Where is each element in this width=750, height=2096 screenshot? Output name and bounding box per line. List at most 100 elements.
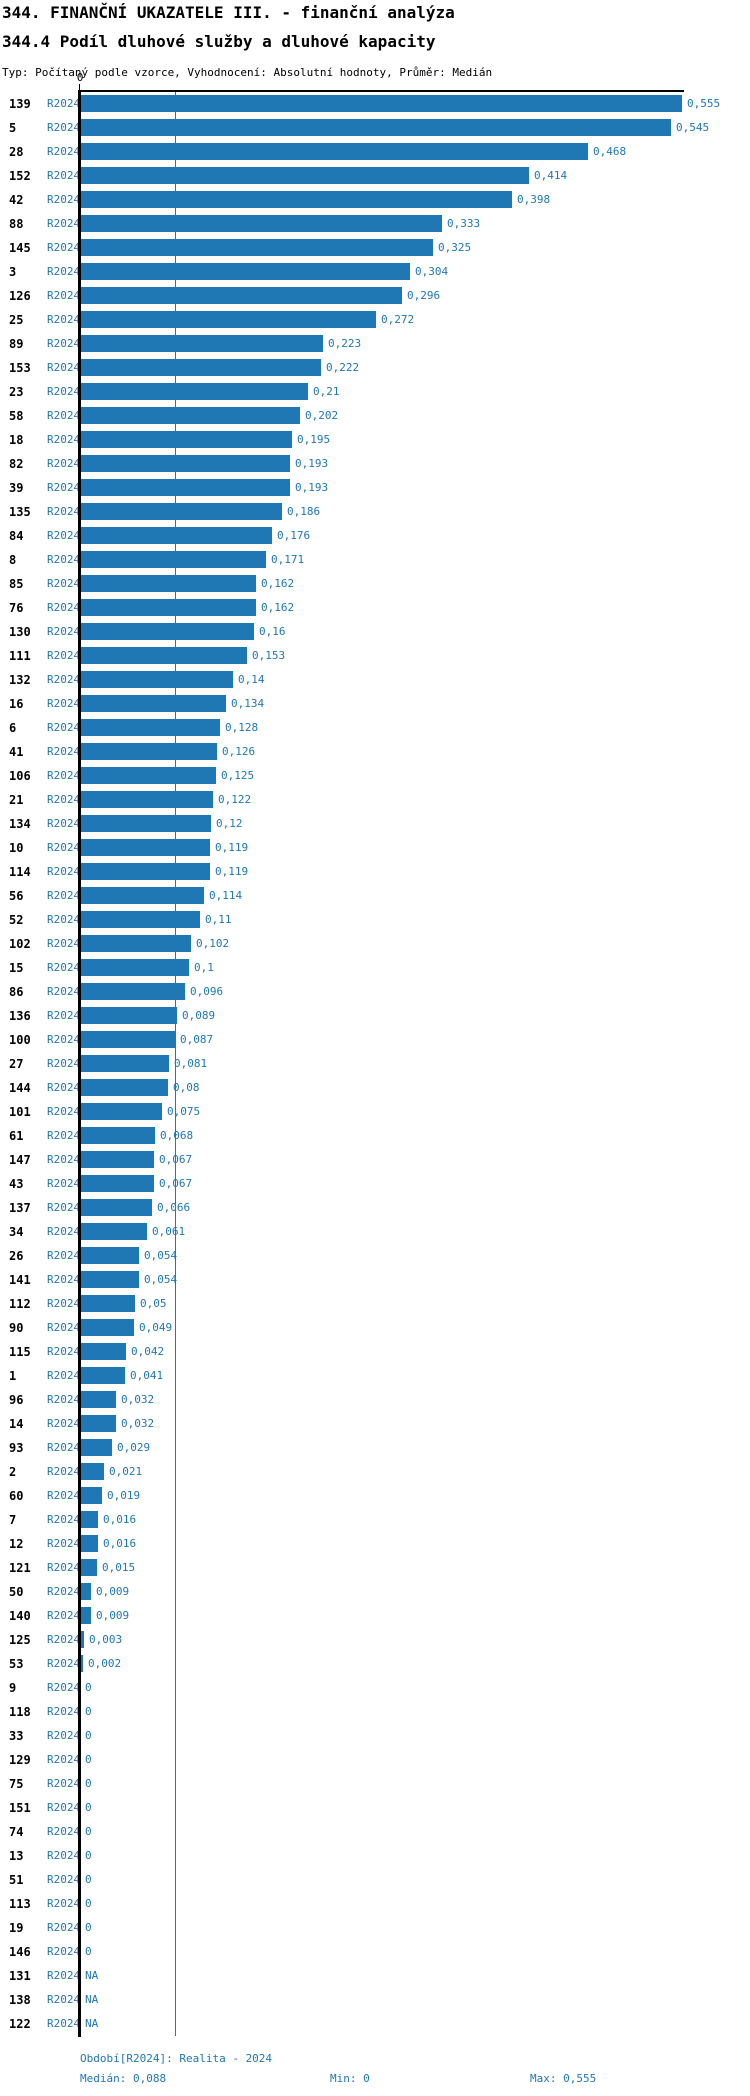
bar xyxy=(81,983,185,1000)
row-id-label: 33 xyxy=(9,1729,24,1743)
row-series-label: R2024 xyxy=(47,865,81,878)
row-series-label: R2024 xyxy=(47,1873,81,1886)
bar-value-label: 0 xyxy=(85,1753,92,1766)
bar-value-label: 0 xyxy=(85,1921,92,1934)
row-series-label: R2024 xyxy=(47,1825,81,1838)
row-series-label: R2024 xyxy=(47,1345,81,1358)
row-id-label: 84 xyxy=(9,529,24,543)
row-id-label: 121 xyxy=(9,1561,31,1575)
row-series-label: R2024 xyxy=(47,145,81,158)
bar-row: 121 R2024 0,015 xyxy=(0,1556,750,1580)
row-id-label: 118 xyxy=(9,1705,31,1719)
row-id-label: 51 xyxy=(9,1873,24,1887)
bar xyxy=(81,215,442,232)
bar-row: 102 R2024 0,102 xyxy=(0,932,750,956)
bar-value-label: 0 xyxy=(85,1729,92,1742)
bar-value-label: 0 xyxy=(85,1897,92,1910)
row-series-label: R2024 xyxy=(47,961,81,974)
bar-row: 85 R2024 0,162 xyxy=(0,572,750,596)
bar-value-label: 0,016 xyxy=(103,1513,137,1526)
row-id-label: 115 xyxy=(9,1345,31,1359)
row-series-label: R2024 xyxy=(47,1273,81,1286)
row-id-label: 39 xyxy=(9,481,24,495)
bar xyxy=(81,1319,134,1336)
row-series-label: R2024 xyxy=(47,673,81,686)
bar-row: 19 R2024 0 xyxy=(0,1916,750,1940)
row-id-label: 85 xyxy=(9,577,24,591)
bar-value-label: 0,067 xyxy=(159,1177,193,1190)
bar-value-label: 0 xyxy=(85,1825,92,1838)
bar-value-label: 0,134 xyxy=(231,697,265,710)
row-id-label: 112 xyxy=(9,1297,31,1311)
row-id-label: 114 xyxy=(9,865,31,879)
row-series-label: R2024 xyxy=(47,1129,81,1142)
bar xyxy=(81,1079,168,1096)
row-id-label: 146 xyxy=(9,1945,31,1959)
row-series-label: R2024 xyxy=(47,817,81,830)
bar-value-label: 0 xyxy=(85,1849,92,1862)
footer-max-label: Max: 0,555 xyxy=(530,2072,597,2085)
bar-row: 5 R2024 0,545 xyxy=(0,116,750,140)
row-id-label: 88 xyxy=(9,217,24,231)
bar-row: 26 R2024 0,054 xyxy=(0,1244,750,1268)
bar-row: 139 R2024 0,555 xyxy=(0,92,750,116)
row-series-label: R2024 xyxy=(47,241,81,254)
row-series-label: R2024 xyxy=(47,121,81,134)
bar-row: 100 R2024 0,087 xyxy=(0,1028,750,1052)
bar-row: 134 R2024 0,12 xyxy=(0,812,750,836)
bar xyxy=(81,767,216,784)
row-id-label: 102 xyxy=(9,937,31,951)
bar xyxy=(81,95,682,112)
bar-value-label: 0,202 xyxy=(305,409,339,422)
row-id-label: 113 xyxy=(9,1897,31,1911)
row-id-label: 43 xyxy=(9,1177,24,1191)
bar xyxy=(81,719,220,736)
bar-value-label: 0,066 xyxy=(157,1201,191,1214)
bar xyxy=(81,791,213,808)
row-series-label: R2024 xyxy=(47,1153,81,1166)
row-series-label: R2024 xyxy=(47,625,81,638)
row-id-label: 60 xyxy=(9,1489,24,1503)
bar-value-label: 0,049 xyxy=(139,1321,173,1334)
median-reference-line xyxy=(175,92,176,2036)
bar xyxy=(81,263,410,280)
bar xyxy=(81,1367,125,1384)
bar-value-label: 0,015 xyxy=(102,1561,136,1574)
row-id-label: 21 xyxy=(9,793,24,807)
bar-value-label: 0,009 xyxy=(96,1585,130,1598)
row-series-label: R2024 xyxy=(47,481,81,494)
bar-row: 106 R2024 0,125 xyxy=(0,764,750,788)
bar-row: 144 R2024 0,08 xyxy=(0,1076,750,1100)
bar-value-label: 0,16 xyxy=(259,625,286,638)
bar-row: 33 R2024 0 xyxy=(0,1724,750,1748)
row-id-label: 93 xyxy=(9,1441,24,1455)
bar-row: 137 R2024 0,066 xyxy=(0,1196,750,1220)
bar-value-label: 0 xyxy=(85,1945,92,1958)
bar xyxy=(81,1031,175,1048)
row-id-label: 23 xyxy=(9,385,24,399)
row-series-label: R2024 xyxy=(47,1609,81,1622)
bar-value-label: 0,061 xyxy=(152,1225,186,1238)
bar xyxy=(81,1487,102,1504)
row-series-label: R2024 xyxy=(47,289,81,302)
row-id-label: 9 xyxy=(9,1681,17,1695)
bar-value-label: 0,21 xyxy=(313,385,340,398)
row-id-label: 152 xyxy=(9,169,31,183)
bar-row: 101 R2024 0,075 xyxy=(0,1100,750,1124)
row-series-label: R2024 xyxy=(47,553,81,566)
row-series-label: R2024 xyxy=(47,169,81,182)
bar-row: 12 R2024 0,016 xyxy=(0,1532,750,1556)
bar xyxy=(81,119,671,136)
row-series-label: R2024 xyxy=(47,1321,81,1334)
row-id-label: 111 xyxy=(9,649,31,663)
bar xyxy=(81,959,189,976)
bar-value-label: 0,12 xyxy=(216,817,243,830)
row-series-label: R2024 xyxy=(47,1441,81,1454)
page-title: 344. FINANČNÍ UKAZATELE III. - finanční … xyxy=(2,3,455,22)
bar xyxy=(81,815,211,832)
bar-row: 13 R2024 0 xyxy=(0,1844,750,1868)
row-id-label: 135 xyxy=(9,505,31,519)
bar-row: 141 R2024 0,054 xyxy=(0,1268,750,1292)
bar-value-label: 0,555 xyxy=(687,97,721,110)
bar xyxy=(81,551,266,568)
